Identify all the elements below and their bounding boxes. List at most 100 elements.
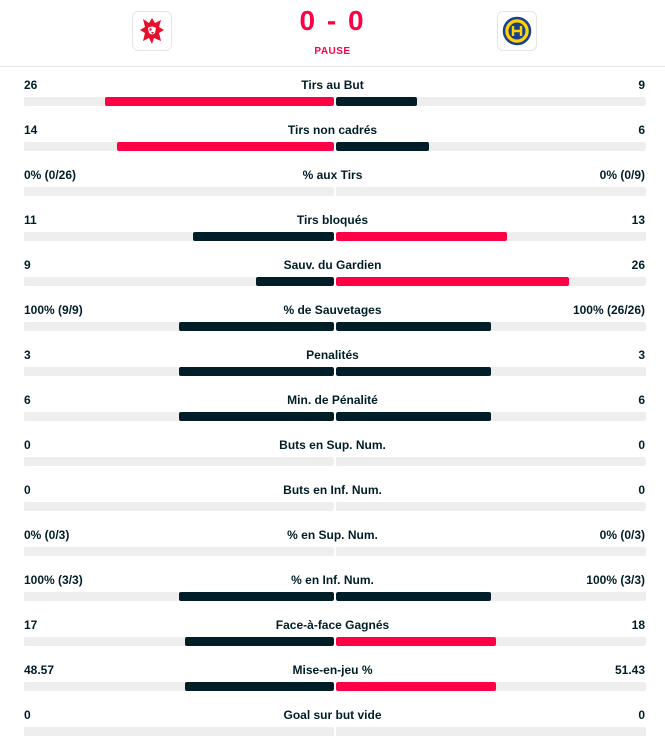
- away-stat-value: 0: [638, 708, 645, 722]
- away-stat-value: 0: [638, 438, 645, 452]
- away-stat-bar: [336, 412, 491, 421]
- away-stat-bar-track: [336, 412, 646, 421]
- stat-row: 0 Buts en Inf. Num. 0: [0, 472, 665, 517]
- home-stat-bar: [185, 682, 334, 691]
- stat-label: Buts en Inf. Num.: [283, 483, 382, 497]
- away-stat-value: 6: [638, 393, 645, 407]
- stat-row: 0% (0/26) % aux Tirs 0% (0/9): [0, 157, 665, 202]
- home-stat-bar-track: [24, 322, 334, 331]
- away-stat-bar-track: [336, 592, 646, 601]
- stat-row: 6 Min. de Pénalité 6: [0, 382, 665, 427]
- home-stat-bar: [179, 412, 334, 421]
- away-stat-bar-track: [336, 502, 646, 511]
- away-stat-bar-track: [336, 682, 646, 691]
- stat-label: Min. de Pénalité: [287, 393, 378, 407]
- away-stat-bar: [336, 322, 491, 331]
- stat-label: % de Sauvetages: [283, 303, 382, 317]
- away-stat-bar-track: [336, 232, 646, 241]
- home-stat-value: 0: [24, 438, 31, 452]
- home-stat-value: 0% (0/3): [24, 528, 70, 542]
- stat-row: 100% (9/9) % de Sauvetages 100% (26/26): [0, 292, 665, 337]
- home-stat-value: 48.57: [24, 663, 55, 677]
- home-stat-bar-track: [24, 97, 334, 106]
- away-stat-bar-track: [336, 97, 646, 106]
- away-stat-value: 0% (0/3): [599, 528, 645, 542]
- home-stat-value: 9: [24, 258, 31, 272]
- stat-row: 26 Tirs au But 9: [0, 67, 665, 112]
- stat-label: Penalités: [306, 348, 359, 362]
- away-stat-bar: [336, 142, 429, 151]
- away-stat-bar-track: [336, 727, 646, 736]
- home-stat-bar-track: [24, 232, 334, 241]
- away-stat-bar-track: [336, 547, 646, 556]
- home-stat-bar: [179, 322, 334, 331]
- home-stat-bar-track: [24, 187, 334, 196]
- away-stat-bar-track: [336, 367, 646, 376]
- away-stat-bar-track: [336, 142, 646, 151]
- stat-row: 9 Sauv. du Gardien 26: [0, 247, 665, 292]
- away-team-logo[interactable]: [497, 11, 537, 51]
- stat-label: % en Inf. Num.: [291, 573, 374, 587]
- home-stat-bar-track: [24, 682, 334, 691]
- stat-row: 17 Face-à-face Gagnés 18: [0, 607, 665, 652]
- stat-label: Goal sur but vide: [283, 708, 382, 722]
- away-stat-bar: [336, 592, 491, 601]
- away-stat-bar-track: [336, 277, 646, 286]
- stats-list: 26 Tirs au But 9 14 Tirs non cadrés 6 0%…: [0, 67, 665, 742]
- away-stat-value: 26: [631, 258, 645, 272]
- away-stat-value: 3: [638, 348, 645, 362]
- stat-row: 48.57 Mise-en-jeu % 51.43: [0, 652, 665, 697]
- home-stat-bar-track: [24, 412, 334, 421]
- home-stat-value: 100% (9/9): [24, 303, 83, 317]
- home-stat-value: 0: [24, 708, 31, 722]
- home-stat-bar: [105, 97, 334, 106]
- stat-label: % aux Tirs: [302, 168, 363, 182]
- home-stat-value: 100% (3/3): [24, 573, 83, 587]
- home-stat-value: 17: [24, 618, 38, 632]
- match-status: PAUSE: [314, 46, 351, 57]
- stat-row: 11 Tirs bloqués 13: [0, 202, 665, 247]
- away-stat-value: 0% (0/9): [599, 168, 645, 182]
- away-stat-value: 6: [638, 123, 645, 137]
- stat-label: Tirs non cadrés: [287, 123, 378, 137]
- away-stat-value: 51.43: [614, 663, 645, 677]
- stat-row: 0% (0/3) % en Sup. Num. 0% (0/3): [0, 517, 665, 562]
- home-stat-bar-track: [24, 367, 334, 376]
- away-stat-bar: [336, 637, 496, 646]
- away-stat-value: 0: [638, 483, 645, 497]
- match-header: 0 - 0 PAUSE: [0, 0, 665, 67]
- away-stat-bar: [336, 232, 507, 241]
- away-stat-bar-track: [336, 637, 646, 646]
- home-stat-bar-track: [24, 502, 334, 511]
- home-stat-value: 0: [24, 483, 31, 497]
- away-stat-bar-track: [336, 322, 646, 331]
- home-stat-bar: [117, 142, 334, 151]
- away-stat-value: 18: [631, 618, 645, 632]
- lion-crest-icon: [140, 18, 164, 44]
- home-stat-bar-track: [24, 457, 334, 466]
- home-stat-value: 11: [24, 213, 37, 227]
- home-stat-bar: [179, 367, 334, 376]
- home-stat-bar: [179, 592, 334, 601]
- stat-row: 14 Tirs non cadrés 6: [0, 112, 665, 157]
- home-team-logo[interactable]: [132, 11, 172, 51]
- stat-row: 3 Penalités 3: [0, 337, 665, 382]
- home-stat-bar: [193, 232, 334, 241]
- home-stat-bar-track: [24, 637, 334, 646]
- away-stat-bar: [336, 367, 491, 376]
- stat-row: 100% (3/3) % en Inf. Num. 100% (3/3): [0, 562, 665, 607]
- stat-label: Sauv. du Gardien: [283, 258, 382, 272]
- home-stat-bar-track: [24, 727, 334, 736]
- away-stat-bar-track: [336, 187, 646, 196]
- stat-label: Tirs au But: [301, 78, 364, 92]
- away-stat-value: 13: [631, 213, 645, 227]
- home-stat-bar: [256, 277, 334, 286]
- stat-label: Mise-en-jeu %: [292, 663, 373, 677]
- away-stat-bar: [336, 682, 496, 691]
- home-stat-bar: [185, 637, 334, 646]
- home-stat-value: 6: [24, 393, 31, 407]
- home-stat-bar-track: [24, 547, 334, 556]
- stat-row: 0 Buts en Sup. Num. 0: [0, 427, 665, 472]
- home-stat-value: 26: [24, 78, 38, 92]
- home-stat-bar-track: [24, 142, 334, 151]
